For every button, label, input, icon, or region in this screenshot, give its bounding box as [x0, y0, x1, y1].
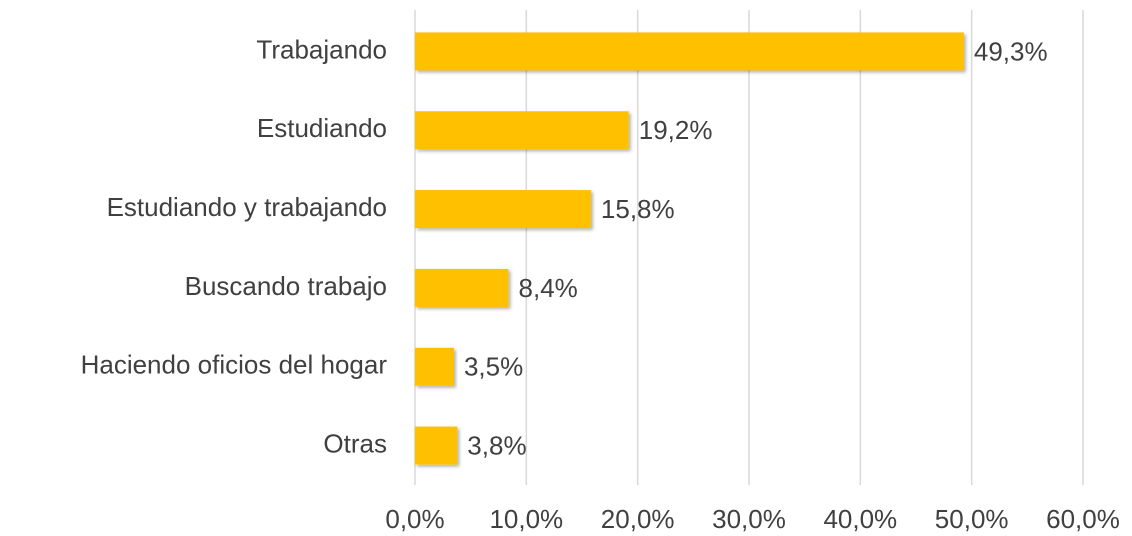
x-tick-label: 10,0%: [489, 504, 563, 534]
x-tick-label: 20,0%: [601, 504, 675, 534]
y-tick-label: Trabajando: [256, 34, 387, 64]
value-label: 3,5%: [464, 352, 523, 382]
y-tick-label: Estudiando y trabajando: [107, 192, 387, 222]
y-tick-label: Buscando trabajo: [185, 271, 387, 301]
value-label: 8,4%: [519, 273, 578, 303]
x-tick-label: 60,0%: [1046, 504, 1120, 534]
bar: [415, 426, 458, 465]
x-tick-label: 30,0%: [712, 504, 786, 534]
bar: [415, 347, 454, 386]
y-tick-label: Estudiando: [257, 113, 387, 143]
value-label: 19,2%: [639, 115, 713, 145]
y-tick-label: Haciendo oficios del hogar: [81, 350, 388, 380]
value-label: 3,8%: [467, 430, 526, 460]
x-tick-label: 0,0%: [385, 504, 444, 534]
bar: [415, 268, 509, 307]
bar: [415, 111, 629, 150]
value-label: 15,8%: [601, 194, 675, 224]
x-tick-label: 50,0%: [935, 504, 1009, 534]
value-label: 49,3%: [974, 36, 1048, 66]
x-tick-label: 40,0%: [823, 504, 897, 534]
y-tick-label: Otras: [323, 428, 387, 458]
bar: [415, 32, 964, 71]
bar: [415, 190, 591, 229]
